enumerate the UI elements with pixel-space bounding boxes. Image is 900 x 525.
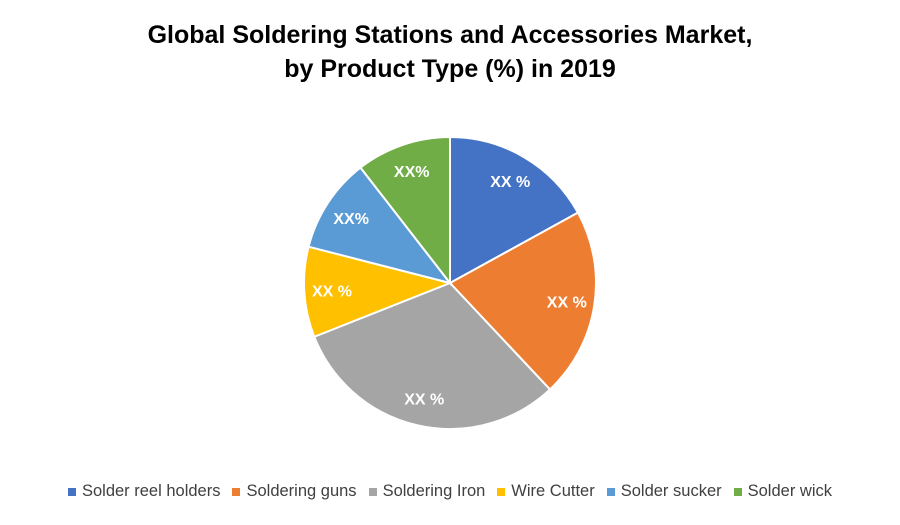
data-label: XX % [404,391,444,408]
legend-item: Solder wick [733,482,832,501]
pie-chart: XX % XX % XX % XX % XX% XX% [303,135,597,430]
legend-label: Solder reel holders [81,482,221,500]
title-line-2: by Product Type (%) in 2019 [284,55,616,83]
legend-item: Soldering guns [232,482,357,501]
data-label: XX% [333,211,369,228]
title-line-1: Global Soldering Stations and Accessorie… [147,21,753,49]
legend: Solder reel holders Soldering guns Solderi… [0,482,900,501]
legend-swatch [497,487,506,496]
legend-item: Soldering Iron [368,482,486,501]
legend-swatch [232,487,241,496]
legend-item: Solder reel holders [67,482,221,501]
legend-label: Solder wick [747,482,832,500]
legend-label: Solder sucker [620,482,722,500]
pie-slice-solder-reel-holders [449,135,580,285]
legend-label: Soldering guns [246,482,357,500]
legend-swatch [368,487,377,496]
legend-swatch [67,487,76,496]
legend-label: Wire Cutter [511,482,595,500]
pie-slice-solder-wick [359,135,451,286]
data-label: XX % [312,283,352,300]
legend-swatch [733,487,742,496]
data-label: XX% [394,164,430,181]
legend-label: Soldering Iron [382,482,486,500]
chart-title: Global Soldering Stations and Accessorie… [0,18,900,86]
legend-item: Solder sucker [606,482,722,501]
legend-item: Wire Cutter [497,482,595,501]
data-label: XX % [547,294,587,311]
pie-slice-solder-sucker [307,166,453,285]
legend-swatch [606,487,615,496]
data-label: XX % [490,174,530,191]
pie-slice-wire-cutter [303,245,454,339]
pie-slice-soldering-guns [448,211,597,391]
pie-slice-soldering-iron [312,281,552,430]
